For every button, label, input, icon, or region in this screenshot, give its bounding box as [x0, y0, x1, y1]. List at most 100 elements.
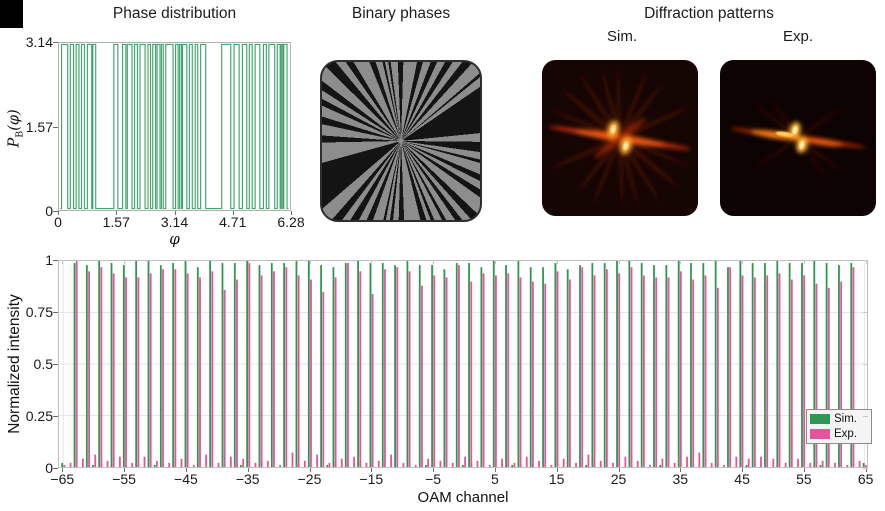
- bar-exp: [205, 454, 208, 467]
- bar-exp: [488, 464, 491, 467]
- bar-sim: [344, 263, 347, 467]
- bar-sim: [665, 265, 668, 467]
- bar-exp: [439, 460, 442, 467]
- bar-exp: [106, 460, 109, 467]
- bar-exp: [698, 452, 701, 467]
- bar-exp: [704, 275, 707, 467]
- bar-exp: [556, 271, 559, 467]
- bar-exp: [328, 462, 331, 467]
- bar-sim: [283, 263, 286, 467]
- legend-row: Exp.: [810, 428, 868, 440]
- bar-exp: [729, 267, 732, 467]
- bar-sim: [511, 464, 514, 467]
- bar-exp: [630, 267, 633, 467]
- bars-x-tick-mark: [247, 468, 249, 472]
- phase-y-tick-label: 0: [45, 203, 53, 219]
- bar-exp: [143, 456, 146, 467]
- bars-plot-box: [58, 260, 868, 468]
- bar-exp: [642, 275, 645, 467]
- phase-x-tick-mark: [116, 211, 118, 215]
- bar-exp: [458, 265, 460, 467]
- bar-exp: [310, 279, 312, 467]
- bar-sim: [196, 267, 199, 467]
- bar-exp: [679, 271, 682, 467]
- bar-sim: [307, 261, 310, 467]
- bar-sim: [122, 265, 125, 467]
- bar-exp: [402, 462, 405, 467]
- bars-x-tick-mark: [680, 468, 682, 472]
- bar-exp: [710, 462, 713, 467]
- bars-x-tick-mark: [185, 468, 187, 472]
- bar-sim: [357, 261, 359, 467]
- bar-exp: [100, 267, 103, 467]
- bar-exp: [180, 458, 183, 467]
- bar-sim: [455, 263, 458, 467]
- legend-swatch: [810, 429, 830, 439]
- bar-exp: [809, 462, 812, 467]
- phase-x-tick-mark: [291, 211, 292, 215]
- bar-sim: [92, 464, 94, 467]
- bar-sim: [825, 263, 828, 467]
- bar-exp: [575, 462, 577, 467]
- bar-exp: [568, 279, 571, 467]
- bar-exp: [815, 283, 818, 467]
- bars-y-tick-mark: [53, 416, 58, 417]
- bar-exp: [538, 460, 540, 467]
- bar-sim: [677, 261, 680, 467]
- legend-label: Exp.: [834, 428, 858, 440]
- bar-exp: [75, 261, 78, 467]
- bars-plot: [59, 261, 867, 467]
- bar-exp: [858, 460, 861, 467]
- bars-top-tick-mark: [803, 260, 805, 264]
- bars-y-tick-label: 1: [45, 252, 53, 268]
- bars-x-tick-label: 5: [490, 471, 499, 487]
- bar-exp: [211, 271, 214, 467]
- bars-x-tick-label: −65: [50, 471, 75, 487]
- bars-x-tick-label: 45: [734, 471, 750, 487]
- bars-top-tick-mark: [680, 260, 682, 264]
- bar-sim: [517, 261, 520, 467]
- bar-exp: [390, 454, 393, 467]
- bars-x-tick-label: −5: [425, 471, 442, 487]
- bar-exp: [217, 462, 220, 467]
- bar-exp: [377, 460, 380, 467]
- bar-exp: [279, 464, 282, 467]
- bar-sim: [838, 265, 840, 467]
- bar-exp: [821, 460, 824, 467]
- bar-sim: [443, 269, 446, 467]
- phase-x-tick-label: 6.28: [277, 214, 305, 230]
- bar-sim: [776, 261, 779, 467]
- bar-exp: [88, 271, 90, 467]
- bar-exp: [303, 460, 306, 467]
- phase-x-axis-label: φ: [169, 230, 180, 248]
- bars-right-tick-mark: [863, 364, 868, 365]
- bar-sim: [61, 462, 64, 467]
- bar-exp: [297, 275, 300, 467]
- bars-x-tick-mark: [371, 468, 373, 472]
- bars-y-tick-label: 0.5: [33, 356, 53, 372]
- bar-sim: [591, 263, 594, 467]
- bar-sim: [221, 263, 224, 467]
- bar-exp: [612, 462, 614, 467]
- bar-sim: [418, 265, 421, 467]
- bar-exp: [81, 458, 84, 467]
- bars-x-tick-label: −55: [112, 471, 136, 487]
- bar-exp: [636, 460, 639, 467]
- bar-sim: [492, 261, 495, 467]
- bar-exp: [353, 456, 356, 467]
- phase-x-tick-label: 1.57: [102, 214, 130, 230]
- bar-exp: [735, 456, 738, 467]
- corner-black-box: [0, 0, 23, 28]
- bars-top-tick-mark: [618, 260, 620, 264]
- bars-y-tick-mark: [53, 260, 58, 261]
- bar-exp: [673, 462, 676, 467]
- exp-image-label: Exp.: [782, 28, 813, 45]
- bars-top-tick-mark: [742, 260, 744, 264]
- bars-top-tick-mark: [247, 260, 249, 264]
- phase-y-tick-mark: [53, 42, 58, 43]
- phase-curve: [60, 43, 289, 210]
- bar-exp: [63, 464, 66, 467]
- bars-top-tick-mark: [124, 260, 126, 264]
- bar-sim: [702, 263, 705, 467]
- phase-waveform-path: [60, 43, 289, 210]
